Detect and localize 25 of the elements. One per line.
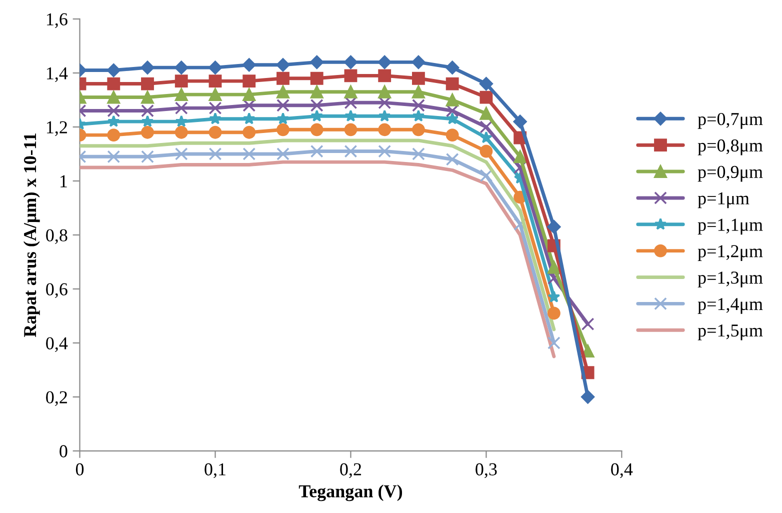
legend-label: p=1,2μm (698, 245, 763, 261)
y-tick-label: 0,4 (46, 337, 68, 352)
y-tick-label: 1,2 (46, 121, 67, 136)
y-tick-label: 0,6 (46, 283, 68, 298)
legend-label: p=1,5μm (698, 324, 763, 340)
y-axis-title: Rapat arus (A/μm) x 10-11 (23, 133, 40, 338)
y-tick-label: 0,8 (46, 229, 68, 244)
legend-label: p=0,9μm (698, 166, 763, 182)
x-tick-label: 0,4 (611, 463, 633, 478)
y-tick-label: 1 (60, 175, 67, 188)
y-tick-label: 0,2 (46, 391, 67, 406)
legend-label: p=1μm (698, 192, 750, 208)
legend-label: p=1,4μm (698, 298, 763, 314)
legend-label: p=1,3μm (698, 272, 763, 288)
y-tick-label: 0 (60, 445, 68, 458)
x-tick-label: 0,3 (476, 463, 497, 478)
y-tick-label: 1,6 (46, 13, 68, 28)
legend-label: p=0,8μm (698, 139, 763, 156)
legend-label: p=1,1μm (698, 218, 763, 235)
x-tick-label: 0 (76, 463, 84, 476)
y-tick-label: 1,4 (46, 67, 68, 82)
x-tick-label: 0,1 (204, 463, 226, 478)
x-axis-title: Tegangan (V) (298, 484, 402, 502)
legend-label: p=0,7μm (698, 112, 763, 129)
x-tick-label: 0,2 (340, 463, 362, 478)
